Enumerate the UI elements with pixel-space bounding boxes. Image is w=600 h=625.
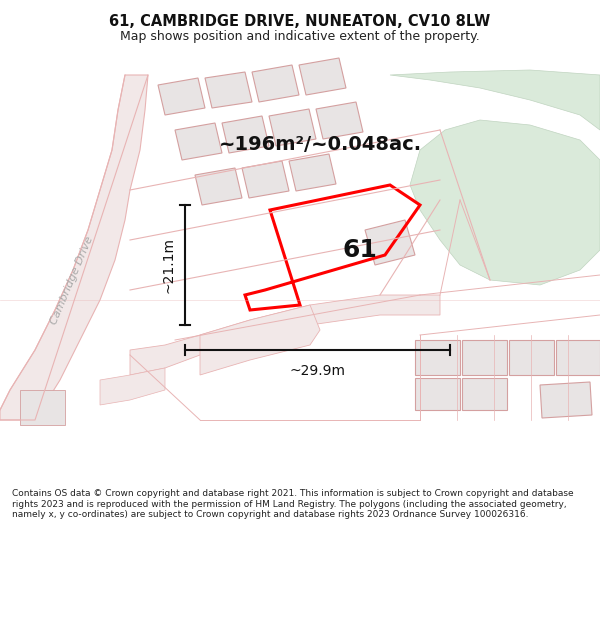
- Polygon shape: [269, 109, 316, 146]
- Polygon shape: [222, 116, 269, 153]
- Polygon shape: [20, 390, 65, 425]
- Text: 61: 61: [343, 238, 377, 262]
- Polygon shape: [205, 72, 252, 108]
- Text: Map shows position and indicative extent of the property.: Map shows position and indicative extent…: [120, 30, 480, 43]
- Polygon shape: [299, 58, 346, 95]
- Text: ~21.1m: ~21.1m: [162, 237, 176, 293]
- Polygon shape: [462, 340, 507, 375]
- Polygon shape: [195, 168, 242, 205]
- Polygon shape: [175, 123, 222, 160]
- Text: ~29.9m: ~29.9m: [290, 364, 346, 378]
- Polygon shape: [200, 305, 320, 375]
- Text: Cambridge Drive: Cambridge Drive: [49, 234, 95, 326]
- Polygon shape: [509, 340, 554, 375]
- Polygon shape: [242, 161, 289, 198]
- Text: ~196m²/~0.048ac.: ~196m²/~0.048ac.: [218, 136, 422, 154]
- Polygon shape: [158, 78, 205, 115]
- Polygon shape: [415, 378, 460, 410]
- Polygon shape: [316, 102, 363, 139]
- Polygon shape: [415, 340, 460, 375]
- Polygon shape: [556, 340, 600, 375]
- Text: 61, CAMBRIDGE DRIVE, NUNEATON, CV10 8LW: 61, CAMBRIDGE DRIVE, NUNEATON, CV10 8LW: [109, 14, 491, 29]
- Polygon shape: [540, 382, 592, 418]
- Polygon shape: [289, 154, 336, 191]
- Polygon shape: [252, 65, 299, 102]
- Polygon shape: [410, 120, 600, 285]
- Polygon shape: [390, 70, 600, 130]
- Polygon shape: [365, 220, 415, 265]
- Polygon shape: [462, 378, 507, 410]
- Polygon shape: [0, 75, 148, 420]
- Polygon shape: [130, 295, 440, 375]
- Polygon shape: [100, 368, 165, 405]
- Text: Contains OS data © Crown copyright and database right 2021. This information is : Contains OS data © Crown copyright and d…: [12, 489, 574, 519]
